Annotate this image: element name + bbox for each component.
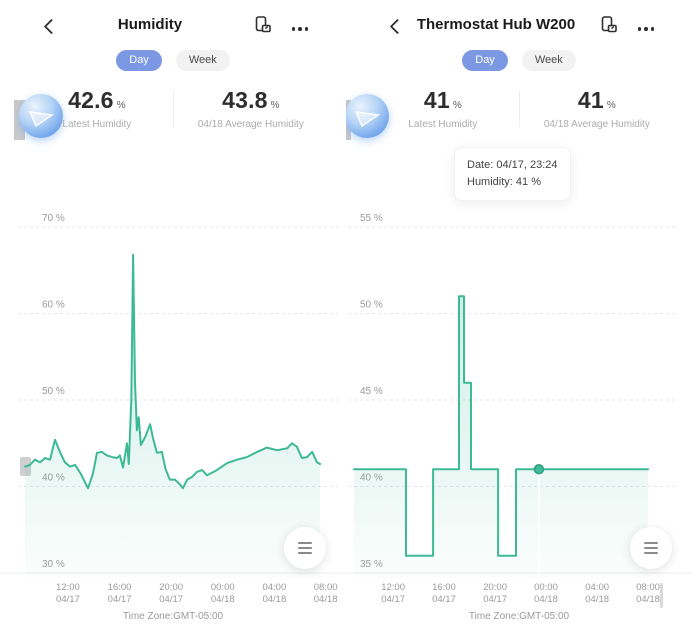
average-humidity-label: 04/18 Average Humidity: [543, 119, 650, 130]
chevron-left-icon: [389, 18, 406, 35]
humidity-chart[interactable]: 55 %50 %45 %40 %35 %12:0004/1716:0004/17…: [346, 0, 692, 630]
x-axis-label: 00:00 04/18: [534, 582, 558, 605]
y-axis-label: 45 %: [360, 386, 383, 397]
export-board-icon: [255, 16, 271, 33]
average-humidity-stat: 41% 04/18 Average Humidity: [519, 87, 675, 130]
average-humidity-label: 04/18 Average Humidity: [197, 119, 304, 130]
chart-menu-button[interactable]: [284, 527, 326, 569]
hamburger-icon: [298, 542, 312, 544]
x-axis-label: 16:00 04/17: [432, 582, 456, 605]
stats-row: 42.6% Latest Humidity 43.8% 04/18 Averag…: [0, 87, 346, 133]
chart-svg-1: 55 %50 %45 %40 %35 %12:0004/1716:0004/17…: [346, 213, 692, 605]
latest-humidity-value: 41: [423, 87, 450, 113]
x-axis-label: 20:00 04/17: [483, 582, 507, 605]
latest-humidity-unit: %: [452, 100, 462, 111]
y-axis-label: 70 %: [42, 213, 65, 224]
tab-week[interactable]: Week: [175, 50, 230, 71]
average-humidity-unit: %: [606, 100, 616, 111]
chart-tooltip: Date: 04/17, 23:24 Humidity: 41 %: [454, 147, 571, 201]
stats-row: 41% Latest Humidity 41% 04/18 Average Hu…: [346, 87, 692, 133]
screen-thermostat-hub: 55 %50 %45 %40 %35 %12:0004/1716:0004/17…: [346, 0, 692, 630]
average-humidity-unit: %: [270, 100, 280, 111]
stats-divider: [173, 91, 174, 127]
latest-humidity-stat: 41% Latest Humidity: [365, 87, 521, 130]
more-menu-button[interactable]: [637, 23, 654, 35]
tab-week[interactable]: Week: [521, 50, 576, 71]
page-title: Thermostat Hub W200: [416, 16, 576, 33]
export-board-icon: [601, 16, 617, 33]
scroll-indicator: [660, 583, 663, 608]
chart-area-fill: [25, 254, 321, 578]
tab-day[interactable]: Day: [462, 50, 508, 71]
range-tabs: Day Week: [346, 50, 692, 71]
y-axis-label: 50 %: [42, 386, 65, 397]
chart-line: [24, 253, 322, 490]
x-axis-label: 12:00 04/17: [56, 582, 80, 605]
device-avatar[interactable]: [14, 92, 74, 148]
tooltip-date: Date: 04/17, 23:24: [467, 159, 558, 171]
chart-menu-button[interactable]: [630, 527, 672, 569]
stats-divider: [519, 91, 520, 127]
export-data-button[interactable]: [252, 14, 274, 36]
tooltip-humidity: Humidity: 41 %: [467, 176, 541, 188]
latest-humidity-label: Latest Humidity: [62, 119, 132, 130]
marker-dot: [533, 463, 545, 475]
x-axis-label: 08:00 04/18: [636, 582, 660, 605]
export-data-button[interactable]: [598, 14, 620, 36]
page-title: Humidity: [117, 16, 183, 33]
x-axis-label: 08:00 04/18: [314, 582, 338, 605]
back-button[interactable]: [40, 16, 62, 38]
x-axis-label: 04:00 04/18: [262, 582, 286, 605]
x-axis-label: 12:00 04/17: [381, 582, 405, 605]
y-axis-label: 60 %: [42, 300, 65, 311]
y-axis-label: 50 %: [360, 300, 383, 311]
x-axis-label: 20:00 04/17: [159, 582, 183, 605]
latest-humidity-label: Latest Humidity: [408, 119, 478, 130]
more-menu-button[interactable]: [291, 23, 308, 35]
hamburger-icon: [644, 542, 658, 544]
average-humidity-value: 43.8: [222, 87, 268, 113]
tab-day[interactable]: Day: [116, 50, 162, 71]
chart-area-fill: [354, 296, 648, 578]
y-axis-label: 55 %: [360, 213, 383, 224]
latest-humidity-stat: 42.6% Latest Humidity: [19, 87, 175, 130]
device-image: [346, 94, 389, 138]
device-image: [19, 94, 63, 138]
x-axis-label: 04:00 04/18: [585, 582, 609, 605]
x-axis-label: 16:00 04/17: [108, 582, 132, 605]
latest-humidity-value: 42.6: [68, 87, 114, 113]
back-button[interactable]: [386, 16, 408, 38]
chart-svg-0: 70 %60 %50 %40 %30 %12:0004/1716:0004/17…: [0, 213, 346, 605]
chart-line: [353, 295, 649, 557]
range-tabs: Day Week: [0, 50, 346, 71]
latest-humidity-unit: %: [116, 100, 126, 111]
average-humidity-stat: 43.8% 04/18 Average Humidity: [173, 87, 329, 130]
average-humidity-value: 41: [577, 87, 604, 113]
chevron-left-icon: [43, 18, 60, 35]
timezone-label: Time Zone:GMT-05:00: [122, 611, 224, 622]
x-axis-label: 00:00 04/18: [211, 582, 235, 605]
timezone-label: Time Zone:GMT-05:00: [468, 611, 570, 622]
humidity-chart[interactable]: 70 %60 %50 %40 %30 %12:0004/1716:0004/17…: [0, 0, 346, 630]
device-avatar[interactable]: [346, 92, 400, 148]
screen-humidity: 70 %60 %50 %40 %30 %12:0004/1716:0004/17…: [0, 0, 346, 630]
